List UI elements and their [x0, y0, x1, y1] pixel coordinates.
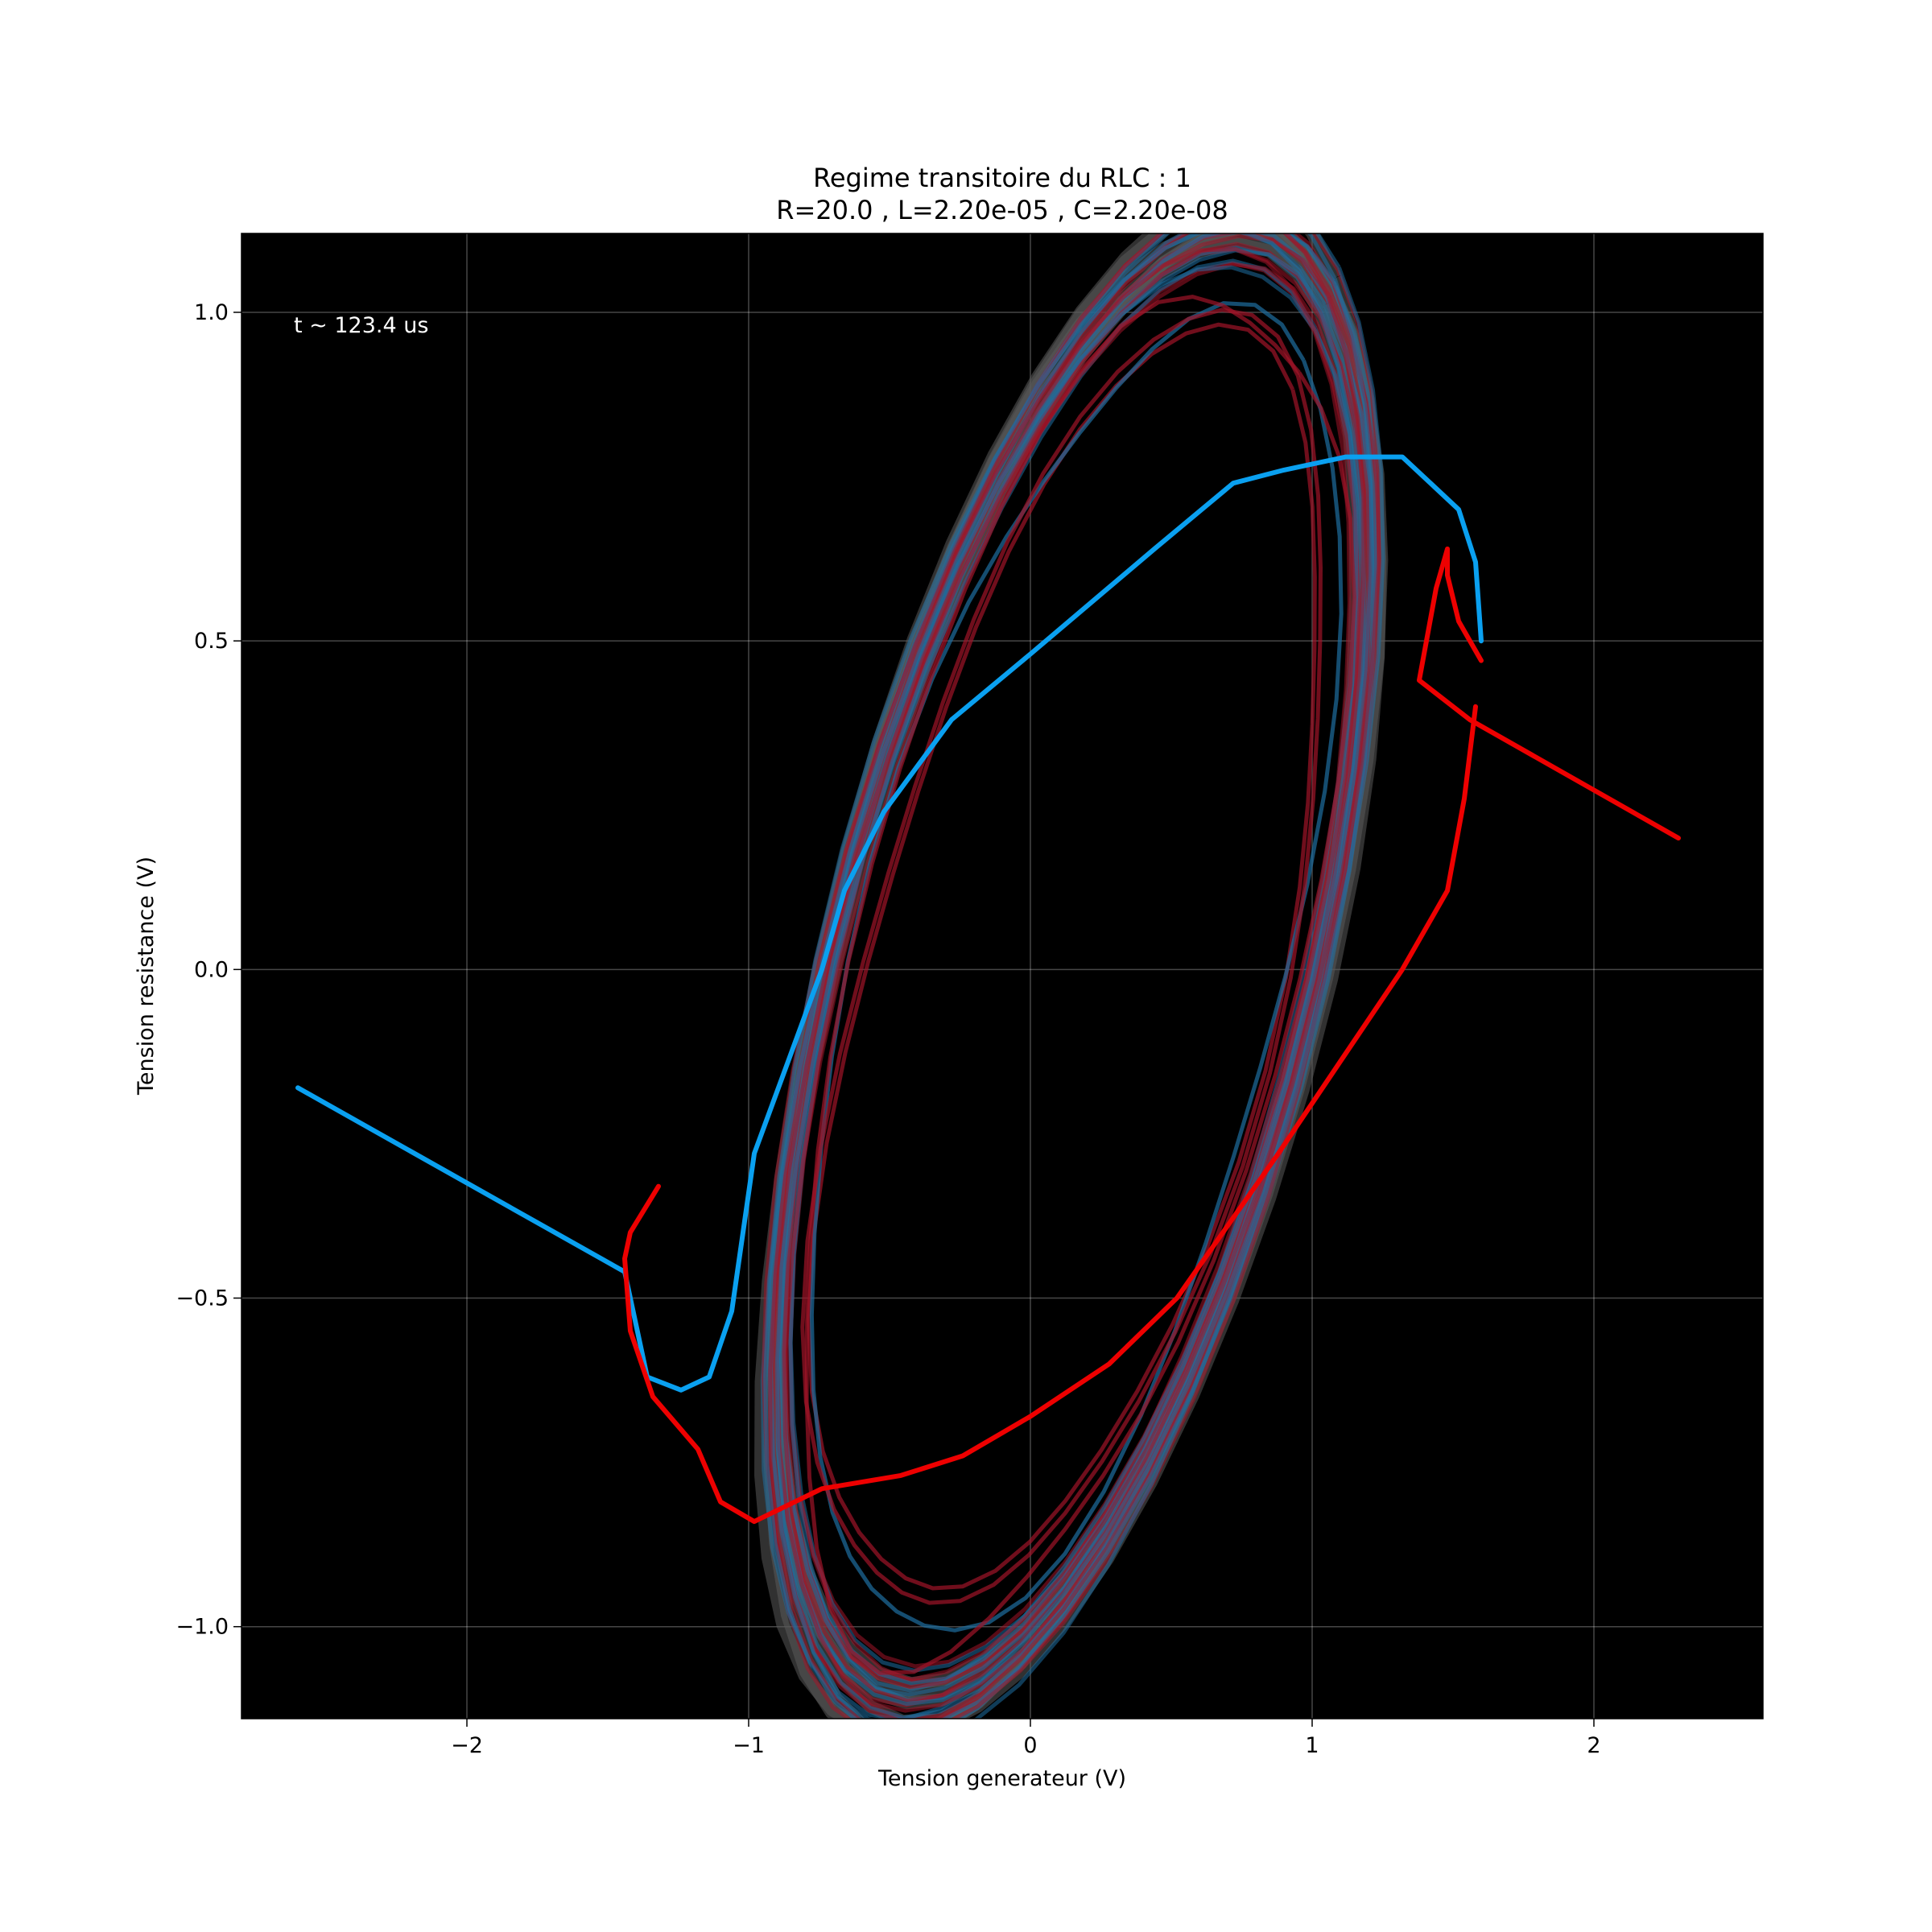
chart-title-line-1: Regime transitoire du RLC : 1 — [813, 163, 1191, 193]
trajectory-trails — [754, 233, 1389, 1719]
series-line-2 — [622, 704, 1478, 1525]
y-tick-label-4: 1.0 — [194, 300, 229, 325]
y-tick-label-1: −0.5 — [175, 1286, 229, 1311]
series-line-0 — [295, 454, 1484, 1393]
series-lines — [295, 454, 1681, 1525]
time-annotation: t ~ 123.4 us — [294, 313, 428, 338]
series-line-1 — [1417, 546, 1681, 841]
trail-inner-2 — [804, 295, 1356, 1675]
y-tick-label-3: 0.5 — [194, 629, 229, 654]
trail-halo-6 — [754, 233, 1387, 1719]
x-tick-label-4: 2 — [1587, 1733, 1600, 1758]
y-axis-ticks: −1.0 −0.5 0.0 0.5 1.0 — [175, 300, 242, 1640]
x-axis-ticks: −2 −1 0 1 2 — [451, 1719, 1601, 1758]
trail-loop-21 — [763, 233, 1385, 1719]
y-tick-label-0: −1.0 — [175, 1615, 229, 1640]
grid-lines — [242, 233, 1763, 1719]
x-axis-label: Tension generateur (V) — [877, 1766, 1126, 1791]
trail-loop-16 — [770, 233, 1379, 1719]
x-tick-label-3: 1 — [1305, 1733, 1319, 1758]
x-tick-label-1: −1 — [733, 1733, 765, 1758]
x-tick-label-2: 0 — [1023, 1733, 1037, 1758]
y-tick-label-2: 0.0 — [194, 957, 229, 982]
trail-inner-3 — [800, 308, 1323, 1605]
plot-frame — [241, 233, 1764, 1719]
y-axis-label: Tension resistance (V) — [134, 857, 159, 1096]
chart-title-line-2: R=20.0 , L=2.20e-05 , C=2.20e-08 — [776, 195, 1228, 225]
x-tick-label-0: −2 — [451, 1733, 483, 1758]
